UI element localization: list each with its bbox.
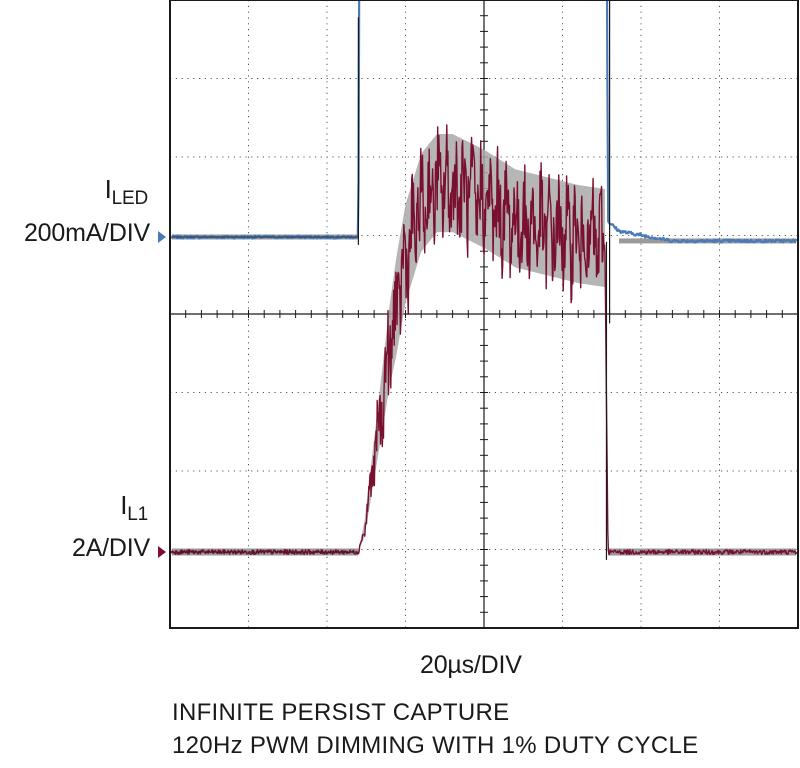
x-scale-label: 20µs/DIV	[420, 651, 522, 679]
ch2-name: IL1	[120, 490, 148, 525]
trace-L1	[170, 124, 798, 560]
waveform-LED	[170, 0, 798, 244]
traces	[170, 0, 798, 560]
plot-frame	[169, 0, 799, 629]
caption-line-1: INFINITE PERSIST CAPTURE	[172, 699, 510, 726]
graticule	[169, 0, 799, 629]
ch1-name: ILED	[104, 174, 149, 209]
waveform-L1	[170, 124, 798, 556]
caption-line-2: 120Hz PWM DIMMING WITH 1% DUTY CYCLE	[172, 732, 699, 759]
ch-ground-marker-icon	[158, 231, 166, 243]
ch1-scale-label: 200mA/DIV	[23, 219, 150, 247]
channel-markers	[158, 231, 166, 558]
ch2-scale-label: 2A/DIV	[72, 534, 150, 562]
trace-LED	[170, 0, 798, 324]
ch-ground-marker-icon	[158, 546, 166, 558]
